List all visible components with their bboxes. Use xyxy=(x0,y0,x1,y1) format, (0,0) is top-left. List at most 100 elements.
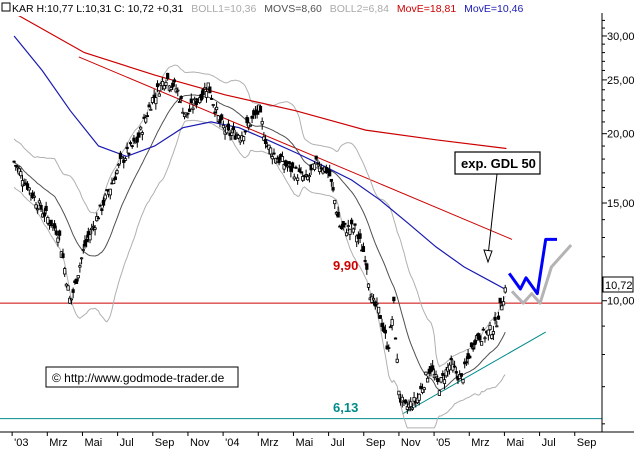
price-candle xyxy=(375,302,379,305)
price-candle xyxy=(468,355,472,359)
price-candle xyxy=(461,379,465,384)
price-candle xyxy=(439,377,443,383)
price-candle xyxy=(130,145,134,148)
price-candle xyxy=(39,204,43,210)
x-tick-label: Mrz xyxy=(49,437,67,449)
x-tick-label: Sep xyxy=(366,437,386,449)
price-candle xyxy=(93,227,97,230)
price-candle xyxy=(378,315,382,319)
price-candle xyxy=(132,137,136,142)
x-tick-label: Nov xyxy=(190,437,210,449)
price-candle xyxy=(81,249,85,251)
price-candle xyxy=(331,187,335,191)
price-candle xyxy=(34,204,38,209)
price-candle xyxy=(437,390,442,396)
price-candle xyxy=(162,85,166,90)
price-candle xyxy=(481,328,485,331)
price-candle xyxy=(495,325,499,328)
price-candle xyxy=(78,265,82,268)
price-candle xyxy=(270,156,274,160)
price-candle xyxy=(172,79,177,83)
price-candle xyxy=(169,87,173,90)
boll1-label: BOLL1=10,36 xyxy=(191,3,256,15)
price-candle xyxy=(390,319,394,326)
price-candle xyxy=(54,230,58,235)
price-candle xyxy=(294,166,298,169)
price-candle xyxy=(79,257,84,260)
price-candle xyxy=(206,82,210,90)
bull-forecast-arrow xyxy=(507,237,557,296)
price-candle xyxy=(213,111,217,114)
ticker-label: KAR xyxy=(12,3,37,15)
price-candle xyxy=(231,126,236,131)
last-price-badge-box xyxy=(602,276,634,293)
price-candle xyxy=(91,225,95,228)
boll2-label: BOLL2=6,84 xyxy=(330,3,389,15)
price-candle xyxy=(277,157,281,164)
price-candle xyxy=(96,217,101,220)
price-candle xyxy=(90,227,94,230)
price-candle xyxy=(377,306,381,314)
price-candle xyxy=(201,89,205,96)
price-candle xyxy=(209,98,214,100)
price-candle xyxy=(393,337,398,340)
x-tick-label: '05 xyxy=(436,437,450,449)
price-candle xyxy=(179,96,183,100)
price-candle xyxy=(351,228,355,233)
price-candle xyxy=(301,176,305,181)
price-candle xyxy=(123,158,128,161)
price-candle xyxy=(125,146,129,150)
price-candle xyxy=(66,285,70,291)
price-candle xyxy=(88,234,92,241)
price-candle xyxy=(176,89,180,92)
price-candle xyxy=(493,316,497,321)
price-candle xyxy=(139,126,143,130)
move-short-label: MovE=10,46 xyxy=(464,3,523,15)
price-candle xyxy=(496,315,501,320)
price-candle xyxy=(383,329,387,334)
price-candle xyxy=(27,187,31,191)
price-candle xyxy=(478,335,482,341)
x-tick-label: Mrz xyxy=(260,437,278,449)
price-candle xyxy=(149,108,153,111)
level-label-9-90: 9,90 xyxy=(333,258,358,273)
x-tick-label: '04 xyxy=(225,437,239,449)
price-candle xyxy=(486,329,490,336)
price-candle xyxy=(155,83,160,88)
price-candle xyxy=(296,177,300,181)
annotation-arrowhead xyxy=(483,249,493,264)
price-candle xyxy=(203,87,207,90)
price-candle xyxy=(258,105,263,113)
price-candle xyxy=(112,179,116,185)
price-candle xyxy=(469,342,474,348)
x-tick-label: Nov xyxy=(401,437,421,449)
price-candle xyxy=(358,233,362,239)
price-candle xyxy=(488,325,492,331)
price-candle xyxy=(98,204,102,207)
price-candle xyxy=(140,132,144,135)
price-candle xyxy=(117,163,121,166)
price-candle xyxy=(220,114,224,120)
price-candle xyxy=(397,390,401,396)
price-candle xyxy=(74,278,79,284)
price-candle xyxy=(191,107,195,110)
bear-forecast-arrow xyxy=(510,243,573,305)
price-candle xyxy=(233,135,237,140)
price-candle xyxy=(144,117,148,123)
price-candle xyxy=(221,124,225,129)
price-candle xyxy=(441,373,445,376)
copyright-box xyxy=(45,366,239,388)
price-candle xyxy=(85,238,89,243)
price-candle xyxy=(297,168,301,172)
price-candle xyxy=(260,121,264,125)
price-candle xyxy=(333,199,337,205)
price-candle xyxy=(76,275,80,279)
price-candle xyxy=(46,217,50,224)
x-tick-label: Mrz xyxy=(471,437,489,449)
price-candle xyxy=(409,401,413,407)
price-candle xyxy=(208,86,212,94)
price-candle xyxy=(285,165,290,168)
y-tick-label: 20,00 xyxy=(607,129,634,141)
price-candle xyxy=(22,183,26,186)
price-candle xyxy=(226,123,231,131)
